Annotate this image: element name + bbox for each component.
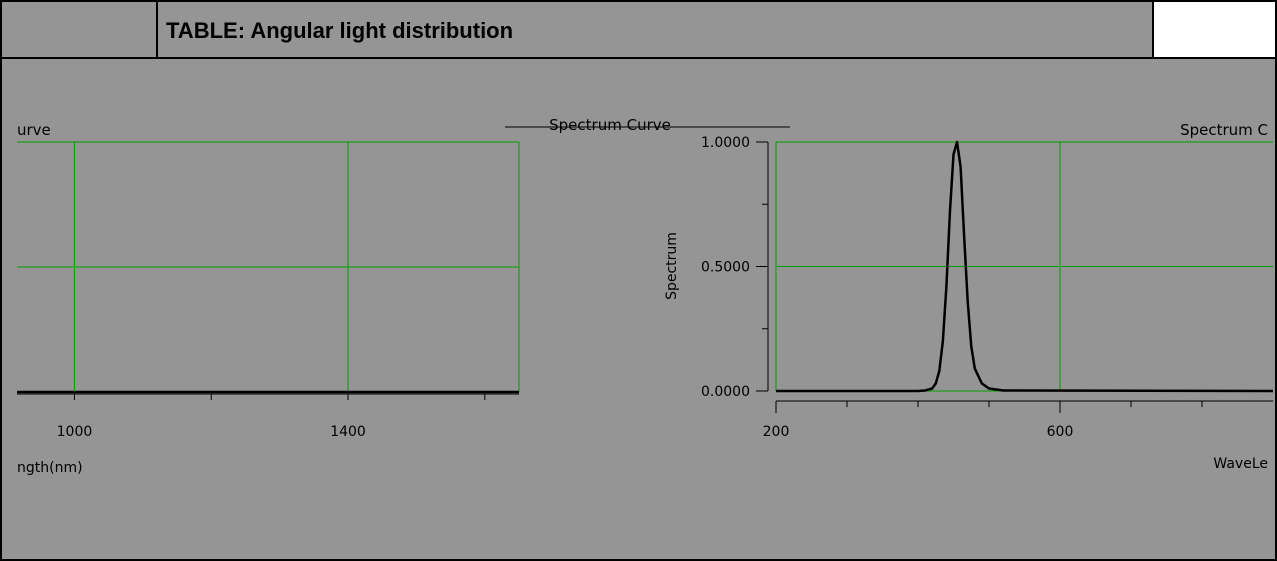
y-tick-label: 0.0000 [701,384,750,400]
y-axis-label: Spectrum [664,232,680,300]
x-tick-label: 1000 [57,424,93,440]
x-tick-label: 200 [763,424,790,440]
x-tick-label: 600 [1047,424,1074,440]
y-tick-label: 0.5000 [701,260,750,276]
header-row: TABLE: Angular light distribution [2,2,1275,59]
chart-title-center: Spectrum Curve [549,116,671,134]
series-line-0 [776,140,1274,393]
x-tick-label: 1400 [330,424,366,440]
y-tick-label: 1.0000 [701,135,750,151]
page-title: TABLE: Angular light distribution [158,2,1154,57]
header-right-cell [1154,2,1275,57]
x-axis-label: ngth(nm) [17,460,83,476]
x-axis-label: WaveLe [1213,456,1268,472]
header-left-cell [2,2,158,57]
chart-title-fragment: Spectrum C [1180,121,1268,139]
chart-title-fragment: urve [17,121,51,139]
